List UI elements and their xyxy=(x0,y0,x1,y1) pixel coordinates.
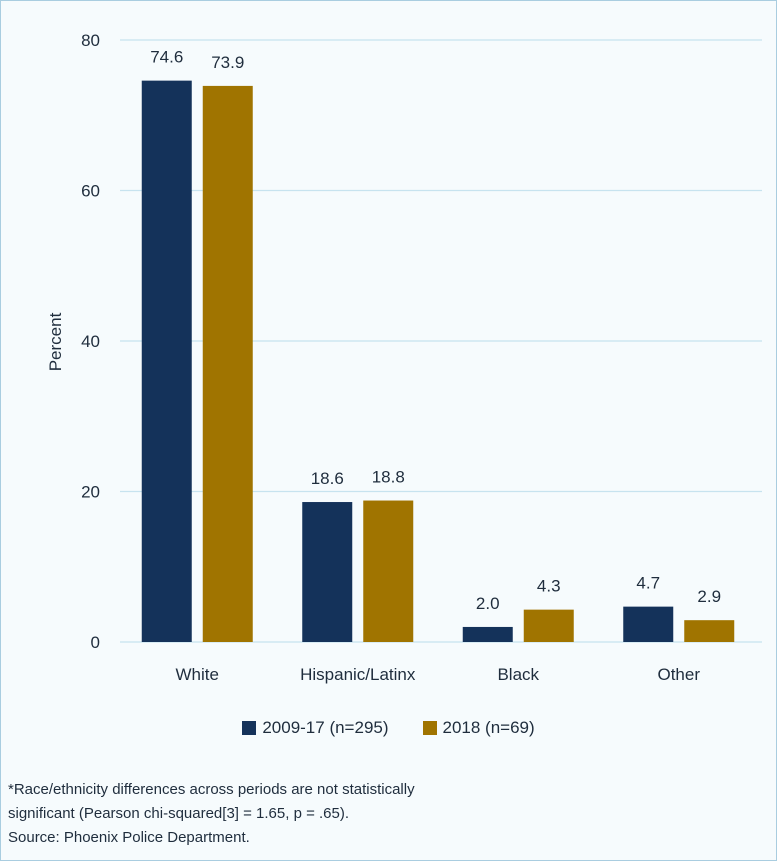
bars xyxy=(141,80,735,643)
bar-chart: 0 20 40 60 80 Percent 74.6 73.9 18.6 18.8 2.0 4.3… xyxy=(46,31,762,684)
data-label: 2.9 xyxy=(697,587,721,606)
data-label: 18.8 xyxy=(372,468,405,487)
y-tick-label: 80 xyxy=(81,31,100,50)
data-label: 73.9 xyxy=(211,53,244,72)
bar-1-black xyxy=(462,626,513,642)
x-tick-label: Black xyxy=(497,665,539,684)
y-tick-label: 60 xyxy=(81,182,100,201)
x-axis-ticks: White Hispanic/Latinx Black Other xyxy=(176,665,701,684)
legend-item-series-1: 2009-17 (n=295) xyxy=(242,718,389,738)
bar-2-other xyxy=(684,620,735,642)
x-tick-label: Other xyxy=(657,665,700,684)
y-tick-label: 40 xyxy=(81,332,100,351)
legend-item-series-2: 2018 (n=69) xyxy=(422,718,535,738)
legend-label-series-1: 2009-17 (n=295) xyxy=(262,718,389,737)
legend-label-series-2: 2018 (n=69) xyxy=(442,718,535,737)
data-labels: 74.6 73.9 18.6 18.8 2.0 4.3 4.7 2.9 xyxy=(150,48,721,613)
x-tick-label: Hispanic/Latinx xyxy=(300,665,416,684)
legend: 2009-17 (n=295) 2018 (n=69) xyxy=(0,718,777,738)
data-label: 4.3 xyxy=(537,577,561,596)
note-line-2: significant (Pearson chi-squared[3] = 1.… xyxy=(8,805,350,822)
data-label: 4.7 xyxy=(636,574,660,593)
bar-2-black xyxy=(523,609,574,642)
bar-1-hispanic-latinx xyxy=(302,502,353,642)
data-label: 2.0 xyxy=(476,594,500,613)
bar-2-hispanic-latinx xyxy=(363,500,414,642)
bar-2-white xyxy=(202,85,253,643)
note-line-1: *Race/ethnicity differences across perio… xyxy=(8,781,415,798)
bar-1-other xyxy=(623,606,674,642)
legend-swatch-series-1 xyxy=(242,721,257,735)
note-line-3: Source: Phoenix Police Department. xyxy=(8,829,250,846)
x-tick-label: White xyxy=(176,665,219,684)
data-label: 74.6 xyxy=(150,48,183,67)
y-tick-label: 0 xyxy=(91,633,100,652)
data-label: 18.6 xyxy=(311,469,344,488)
chart-notes: *Race/ethnicity differences across perio… xyxy=(8,778,768,850)
y-axis-label: Percent xyxy=(46,312,65,371)
y-tick-label: 20 xyxy=(81,483,100,502)
bar-1-white xyxy=(141,80,192,642)
y-axis-ticks: 0 20 40 60 80 xyxy=(81,31,100,652)
legend-swatch-series-2 xyxy=(422,721,437,735)
